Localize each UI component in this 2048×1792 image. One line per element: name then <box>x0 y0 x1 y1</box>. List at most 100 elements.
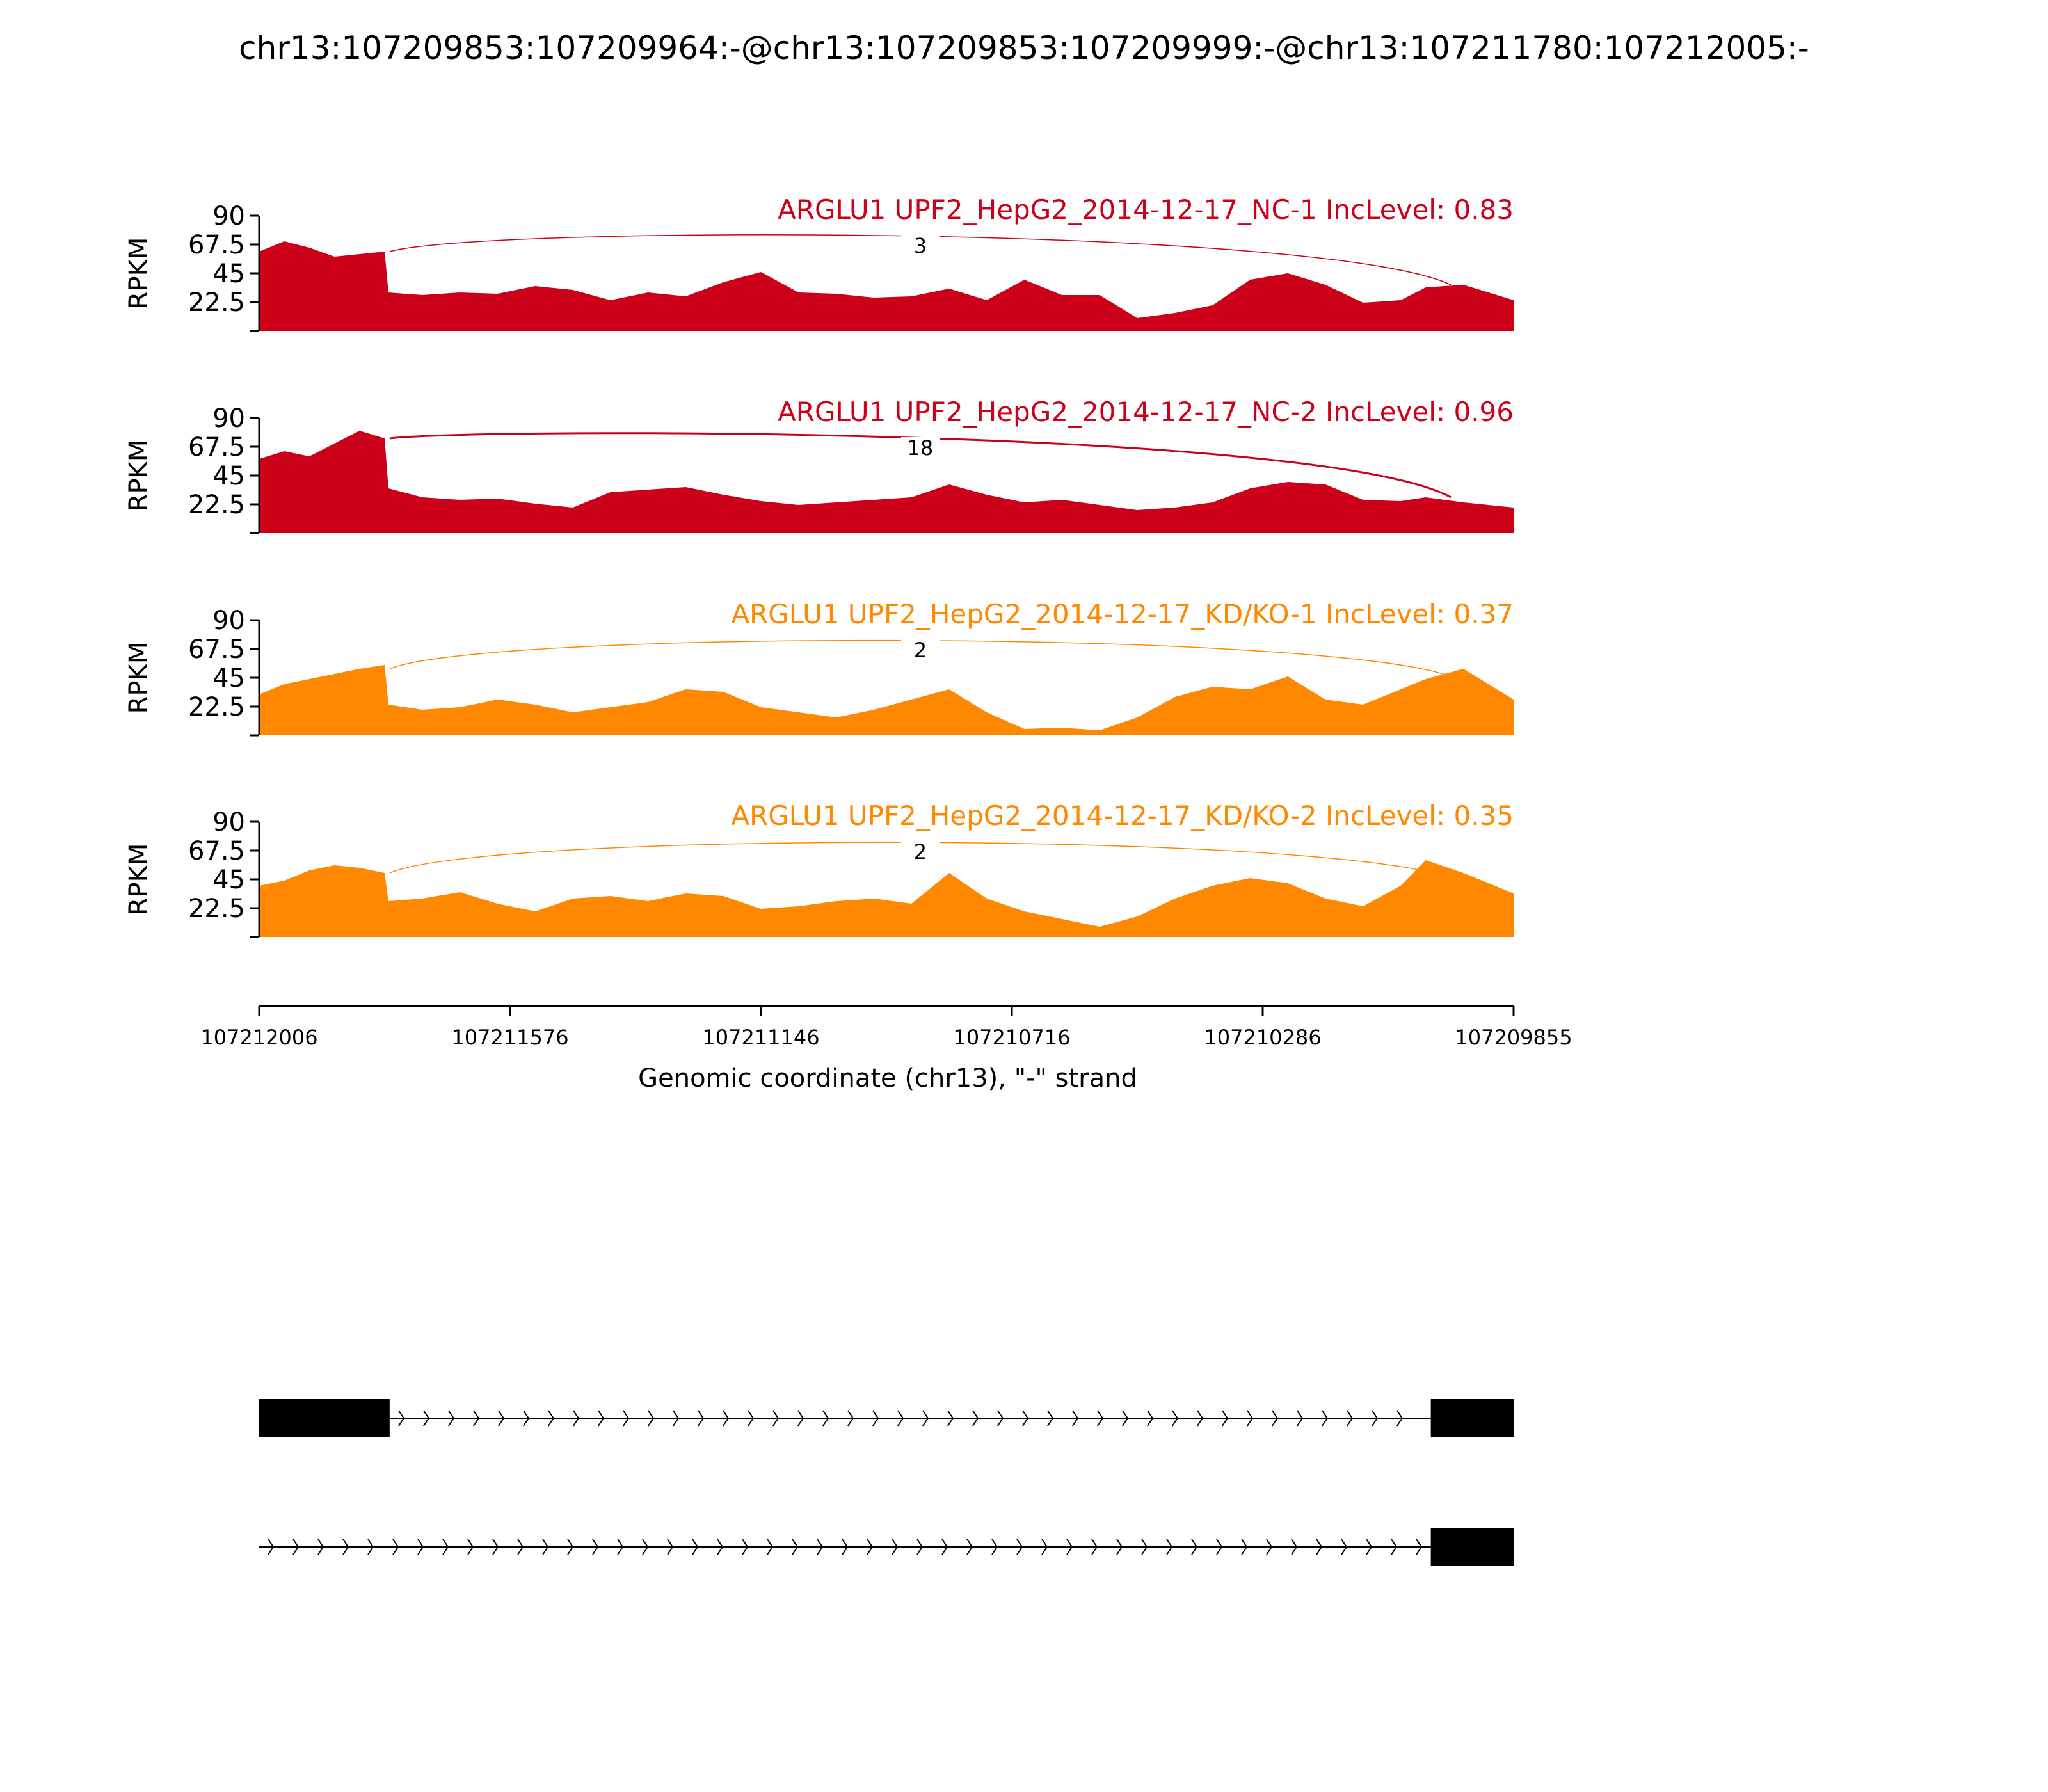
strand-arrow <box>498 1410 505 1427</box>
y-tick-label: 45 <box>212 259 245 289</box>
strand-arrow <box>1372 1410 1379 1427</box>
y-tick-label: 90 <box>212 808 245 837</box>
strand-arrow <box>817 1539 824 1555</box>
strand-arrow <box>398 1410 405 1427</box>
strand-arrow <box>748 1410 755 1427</box>
strand-arrow <box>1316 1539 1323 1555</box>
y-tick-label: 90 <box>212 202 245 231</box>
strand-arrow <box>492 1539 499 1555</box>
strand-arrow <box>947 1410 954 1427</box>
strand-arrow <box>667 1539 674 1555</box>
strand-arrow <box>1416 1539 1423 1555</box>
strand-arrow <box>717 1539 724 1555</box>
strand-arrow <box>1147 1410 1154 1427</box>
strand-arrow <box>1091 1539 1098 1555</box>
strand-arrow <box>1016 1539 1023 1555</box>
strand-arrow <box>268 1539 275 1555</box>
strand-arrow <box>1297 1410 1304 1427</box>
track-label: ARGLU1 UPF2_HepG2_2014-12-17_NC-1 IncLev… <box>778 194 1514 225</box>
strand-arrow <box>797 1410 804 1427</box>
strand-arrow <box>342 1539 349 1555</box>
strand-arrow <box>623 1410 630 1427</box>
strand-arrow <box>648 1410 655 1427</box>
strand-arrow <box>941 1539 948 1555</box>
coverage-area <box>259 665 1514 735</box>
x-tick-label: 107209855 <box>1455 1025 1572 1050</box>
strand-arrow <box>1116 1539 1123 1555</box>
strand-arrow <box>1191 1539 1198 1555</box>
x-axis-label: Genomic coordinate (chr13), "-" strand <box>638 1064 1137 1093</box>
y-tick-label: 67.5 <box>188 836 245 866</box>
strand-arrow <box>417 1539 424 1555</box>
junction-count-box <box>900 841 940 863</box>
strand-arrow <box>617 1539 624 1555</box>
strand-arrow <box>892 1539 899 1555</box>
gene-model-2 <box>259 1528 1514 1566</box>
strand-arrow <box>317 1539 324 1555</box>
x-axis: 107212006 107211576 107211146 107210716 1072… <box>200 1005 1572 1050</box>
x-tick-label: 107211146 <box>702 1025 819 1050</box>
exon-block <box>259 1399 390 1437</box>
strand-arrow <box>698 1410 705 1427</box>
strand-arrow <box>997 1410 1004 1427</box>
y-tick-label: 67.5 <box>188 433 245 462</box>
strand-arrow <box>1172 1410 1179 1427</box>
strand-arrow <box>1266 1539 1273 1555</box>
strand-arrow <box>423 1410 430 1427</box>
strand-arrow <box>1341 1539 1348 1555</box>
x-tick-label: 107212006 <box>200 1025 317 1050</box>
strand-arrow <box>598 1410 605 1427</box>
strand-arrow <box>872 1410 879 1427</box>
strand-arrow <box>1216 1539 1223 1555</box>
y-tick-label: 22.5 <box>188 894 245 924</box>
strand-arrow <box>523 1410 530 1427</box>
coverage-area <box>259 860 1514 937</box>
strand-arrow <box>922 1410 929 1427</box>
strand-arrow <box>723 1410 730 1427</box>
y-tick-label: 45 <box>212 664 245 693</box>
strand-arrow <box>517 1539 524 1555</box>
strand-arrow <box>972 1410 979 1427</box>
strand-arrow <box>1022 1410 1029 1427</box>
strand-arrow <box>673 1410 680 1427</box>
y-tick-label: 67.5 <box>188 635 245 664</box>
gene-model-1 <box>259 1399 1514 1437</box>
strand-arrow <box>867 1539 874 1555</box>
strand-arrow <box>1291 1539 1298 1555</box>
track-label: ARGLU1 UPF2_HepG2_2014-12-17_NC-2 IncLev… <box>778 396 1514 428</box>
strand-arrow <box>842 1539 849 1555</box>
junction-count: 18 <box>908 436 934 460</box>
exon-block <box>1430 1399 1514 1437</box>
strand-arrow <box>448 1410 455 1427</box>
y-axis-label: RPKM <box>124 642 154 714</box>
strand-arrow <box>1396 1410 1404 1427</box>
track-label: ARGLU1 UPF2_HepG2_2014-12-17_KD/KO-2 Inc… <box>731 800 1514 831</box>
y-axis-label: RPKM <box>124 237 154 310</box>
strand-arrow <box>822 1410 829 1427</box>
strand-arrow <box>1066 1539 1073 1555</box>
coverage-area <box>259 241 1514 331</box>
strand-arrow <box>742 1539 749 1555</box>
strand-arrow <box>473 1410 480 1427</box>
strand-arrow <box>1366 1539 1373 1555</box>
strand-arrow <box>1347 1410 1354 1427</box>
strand-arrow <box>548 1410 555 1427</box>
strand-arrow <box>392 1539 399 1555</box>
strand-arrow <box>367 1539 374 1555</box>
x-tick-label: 107211576 <box>451 1025 568 1050</box>
exon-block <box>1430 1528 1514 1566</box>
track-label: ARGLU1 UPF2_HepG2_2014-12-17_KD/KO-1 Inc… <box>731 598 1514 630</box>
y-axis-label: RPKM <box>124 844 154 916</box>
strand-arrow <box>1122 1410 1129 1427</box>
y-tick-label: 22.5 <box>188 692 245 722</box>
strand-arrow <box>847 1410 854 1427</box>
strand-arrow <box>442 1539 449 1555</box>
plot-title: chr13:107209853:107209964:-@chr13:107209… <box>239 29 1809 67</box>
y-tick-label: 45 <box>212 461 245 491</box>
strand-arrow <box>1197 1410 1204 1427</box>
strand-arrow <box>897 1410 904 1427</box>
junction-count: 2 <box>914 638 927 662</box>
